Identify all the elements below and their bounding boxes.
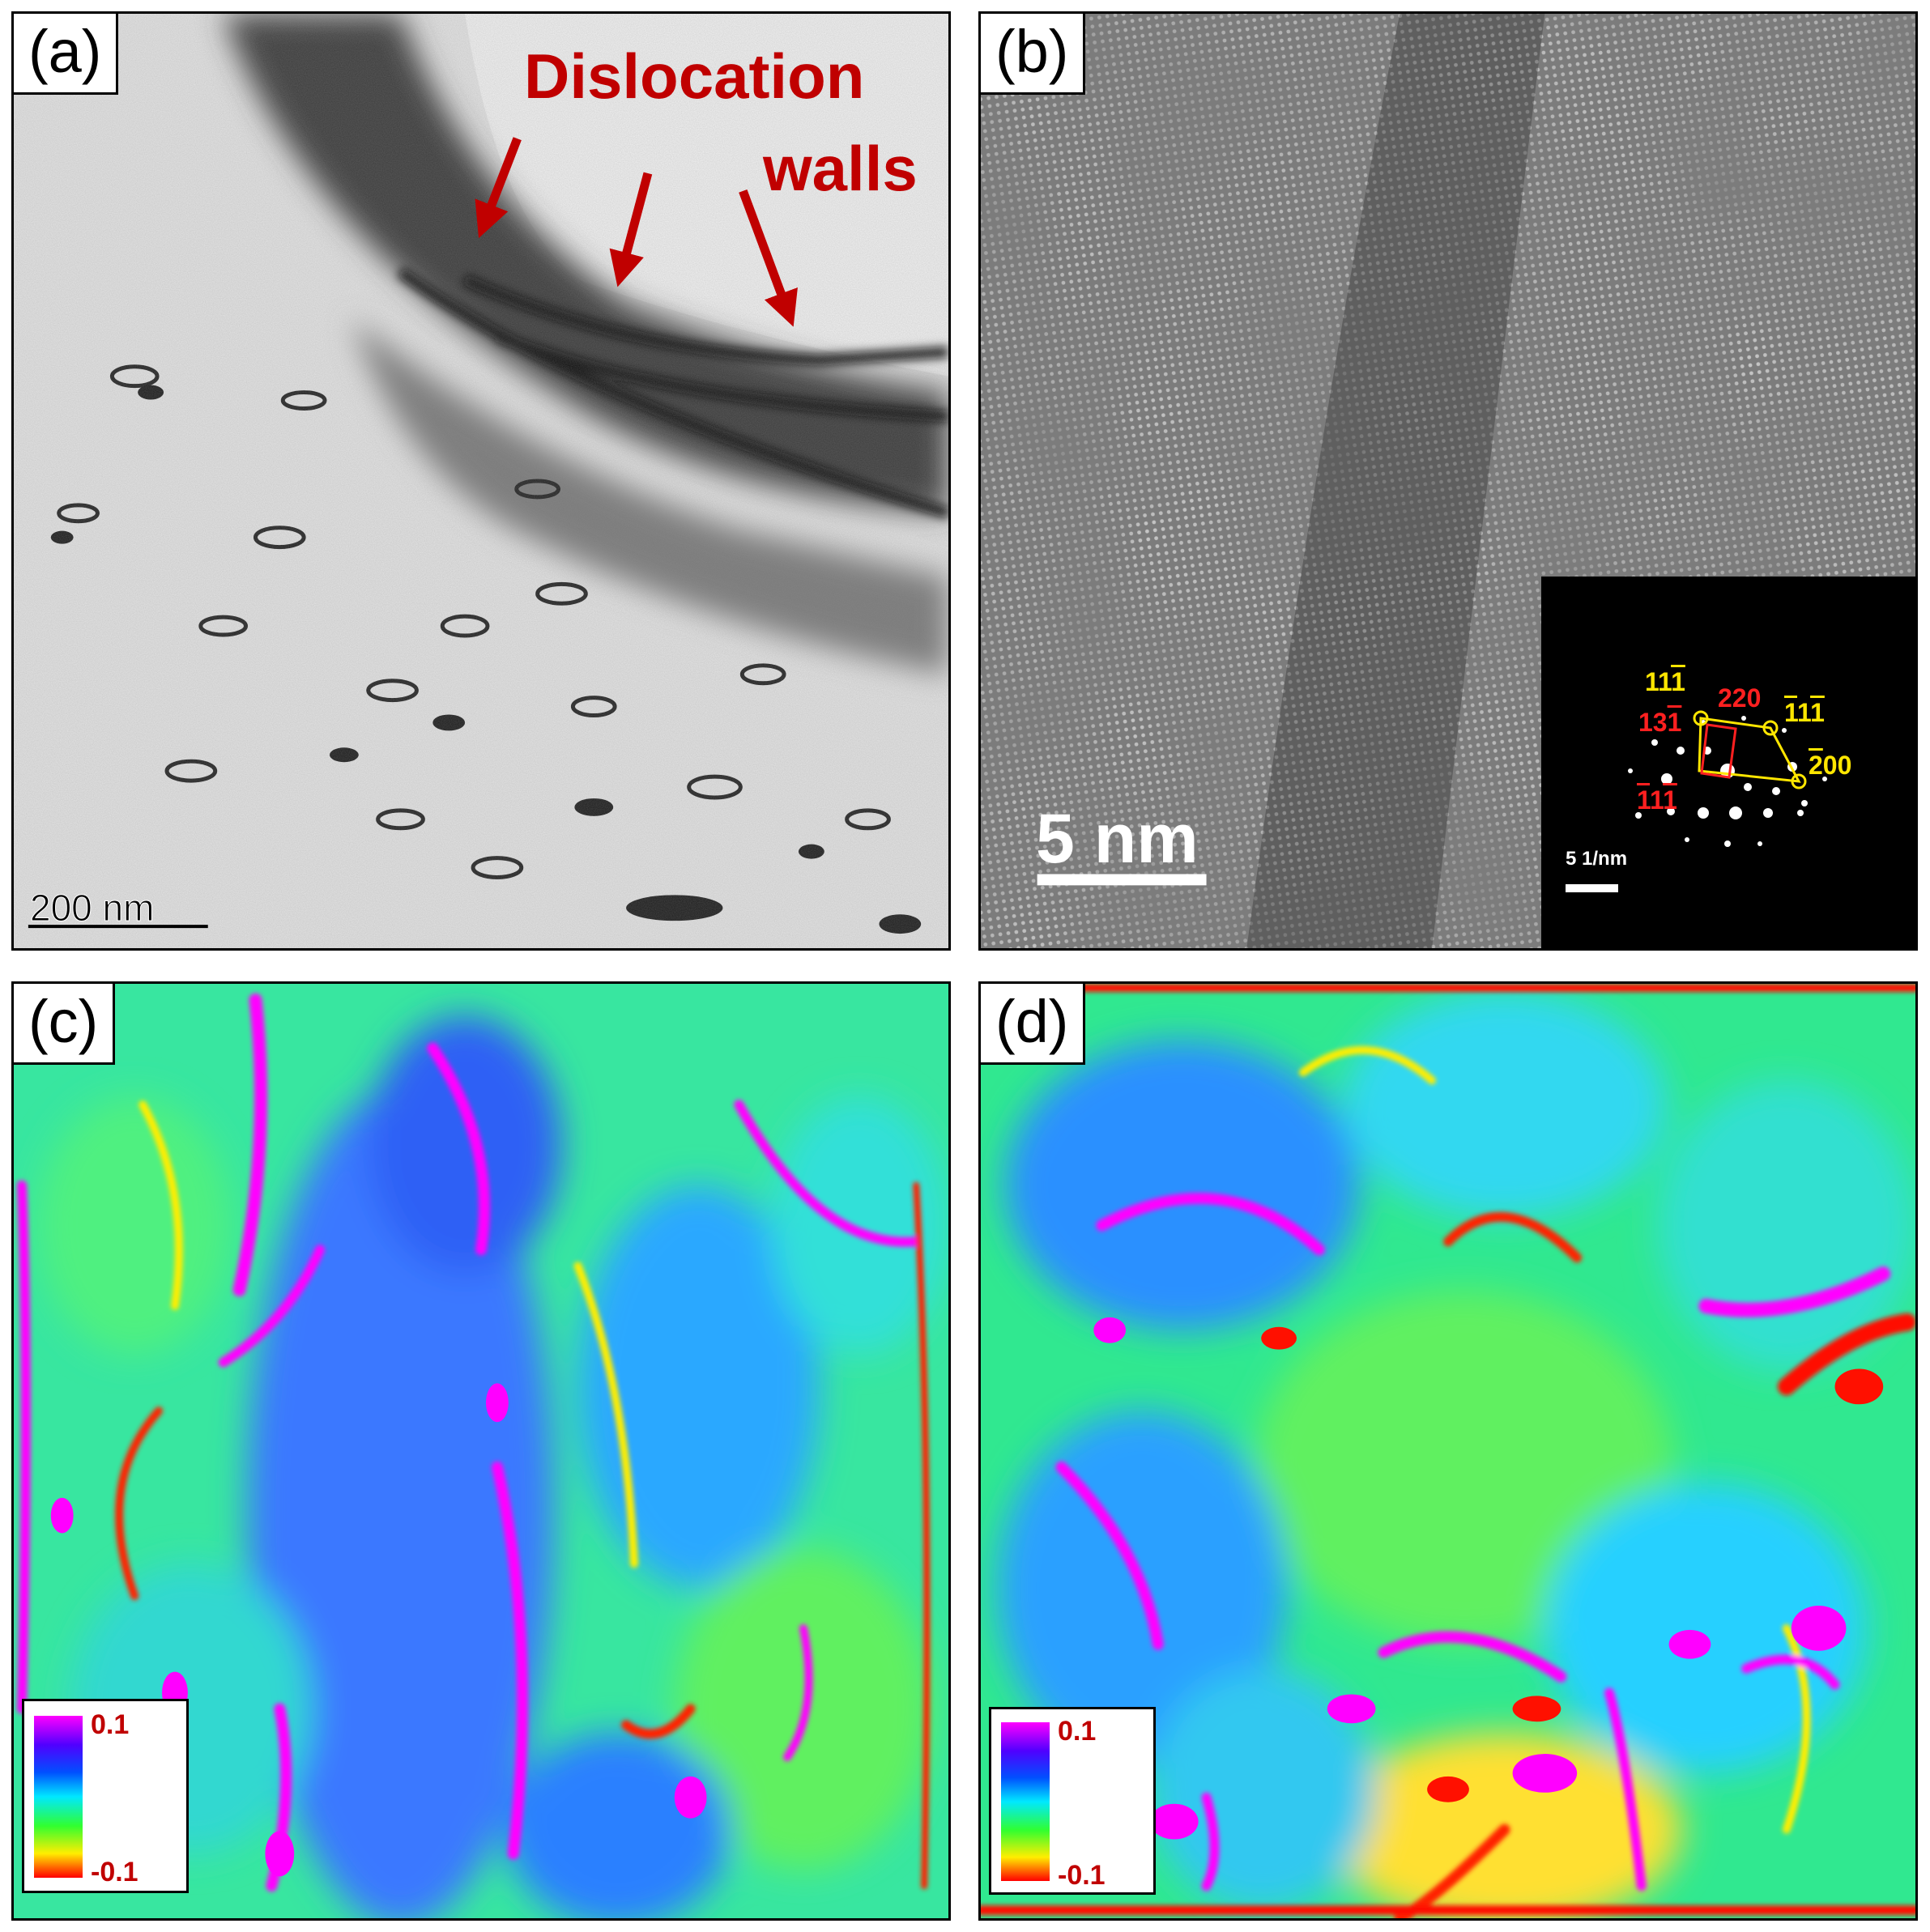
annotation-arrows [28,137,798,929]
colorbar-min-d: -0.1 [1058,1860,1106,1891]
spot-label-2bar00: 200 [1809,751,1852,780]
spot-label-1bar11bar-lower: 111 [1637,785,1677,815]
scale-bar-b [1037,874,1207,886]
spot-label-1bar11bar: 111 [1784,698,1825,727]
panel-d: (d) 0.1 -0.1 [978,981,1918,1921]
panel-label-c: (c) [14,984,116,1066]
tem-bright-field-image [14,14,948,948]
colorbar-max-c: 0.1 [91,1709,130,1740]
panel-a: (a) Dislocation walls 200 nm [11,11,951,951]
strain-map-c [14,984,948,1918]
scale-bar-label-b: 5 nm [1036,800,1199,878]
colorbar-legend-c: 0.1 -0.1 [22,1699,189,1893]
colorbar-min-c: -0.1 [91,1857,138,1887]
colorbar-legend-d: 0.1 -0.1 [989,1707,1156,1895]
colorbar-c [34,1716,83,1878]
panel-c: (c) 0.1 -0.1 [11,981,951,1921]
panel-b: (b) 5 nm [978,11,1918,951]
spot-label-220: 220 [1718,683,1762,713]
colorbar-d [1001,1722,1050,1881]
panel-label-b: (b) [981,14,1086,96]
spot-label-13-1bar: 131 [1638,708,1682,737]
inset-scale-bar-label: 5 1/nm [1566,848,1628,870]
hrtem-lattice-image [981,14,1915,948]
colorbar-max-d: 0.1 [1058,1716,1097,1747]
panel-label-d: (d) [981,984,1086,1066]
arrow-2 [609,172,653,287]
fft-inset: 5 1/nm 111 220 111 131 200 111 [1541,577,1915,948]
diffraction-pattern [1566,710,1827,892]
scale-bar-label-a: 200 nm [29,887,155,930]
strain-map-d [981,984,1915,1918]
annotation-walls: walls [763,133,918,204]
spot-label-11-1bar: 111 [1645,667,1685,696]
panel-label-a: (a) [14,14,119,96]
annotation-dislocation: Dislocation [524,40,865,112]
arrow-1 [475,137,522,239]
arrow-3 [739,189,798,327]
